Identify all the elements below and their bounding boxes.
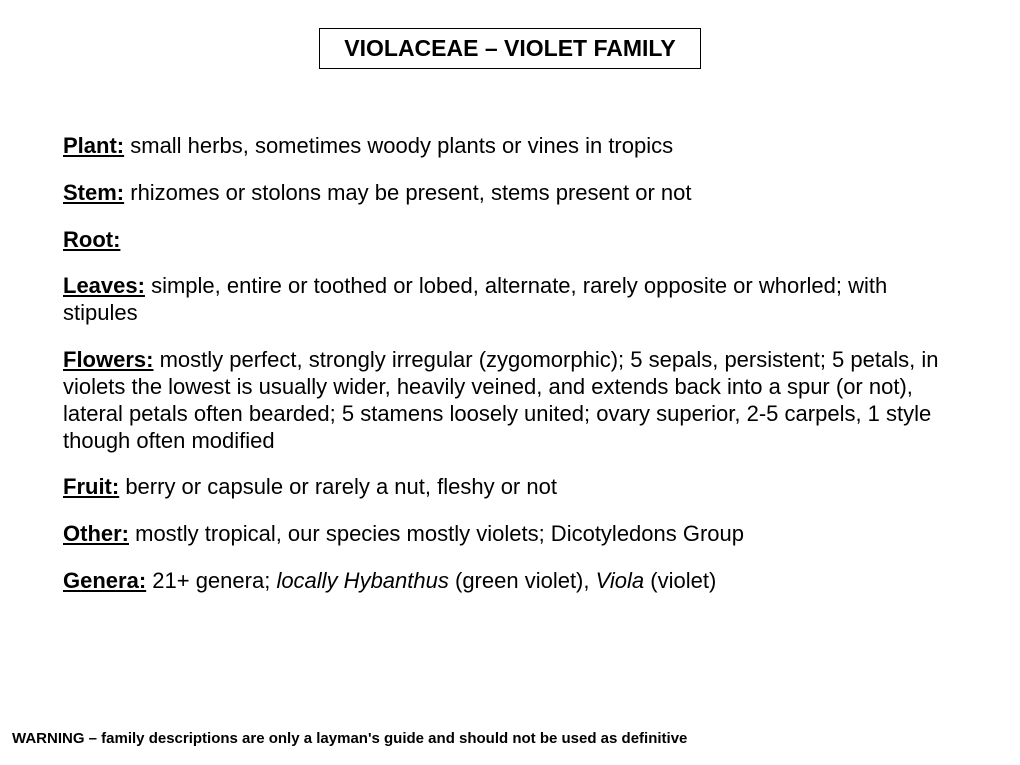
entry-leaves: Leaves: simple, entire or toothed or lob… (63, 273, 957, 327)
text-genera-mid1: (green violet), (449, 568, 596, 593)
entry-stem: Stem: rhizomes or stolons may be present… (63, 180, 957, 207)
page-container: VIOLACEAE – VIOLET FAMILY Plant: small h… (0, 0, 1020, 765)
label-leaves: Leaves: (63, 273, 145, 298)
text-flowers: mostly perfect, strongly irregular (zygo… (63, 347, 938, 452)
entry-fruit: Fruit: berry or capsule or rarely a nut,… (63, 474, 957, 501)
text-plant: small herbs, sometimes woody plants or v… (124, 133, 673, 158)
label-stem: Stem: (63, 180, 124, 205)
page-title: VIOLACEAE – VIOLET FAMILY (319, 28, 700, 69)
entry-flowers: Flowers: mostly perfect, strongly irregu… (63, 347, 957, 454)
title-wrapper: VIOLACEAE – VIOLET FAMILY (63, 28, 957, 69)
text-other: mostly tropical, our species mostly viol… (129, 521, 744, 546)
entry-plant: Plant: small herbs, sometimes woody plan… (63, 133, 957, 160)
label-plant: Plant: (63, 133, 124, 158)
content-body: Plant: small herbs, sometimes woody plan… (63, 133, 957, 595)
label-root: Root: (63, 227, 120, 252)
text-genera-prefix: 21+ genera; (146, 568, 276, 593)
text-fruit: berry or capsule or rarely a nut, fleshy… (119, 474, 557, 499)
text-leaves: simple, entire or toothed or lobed, alte… (63, 273, 887, 325)
footer-warning: WARNING – family descriptions are only a… (12, 730, 687, 747)
entry-other: Other: mostly tropical, our species most… (63, 521, 957, 548)
label-other: Other: (63, 521, 129, 546)
entry-root: Root: (63, 227, 957, 254)
text-genera-mid2: (violet) (644, 568, 716, 593)
text-genera-italic2: Viola (596, 568, 645, 593)
label-genera: Genera: (63, 568, 146, 593)
label-fruit: Fruit: (63, 474, 119, 499)
label-flowers: Flowers: (63, 347, 153, 372)
text-genera-italic1: locally Hybanthus (276, 568, 448, 593)
entry-genera: Genera: 21+ genera; locally Hybanthus (g… (63, 568, 957, 595)
text-stem: rhizomes or stolons may be present, stem… (124, 180, 691, 205)
